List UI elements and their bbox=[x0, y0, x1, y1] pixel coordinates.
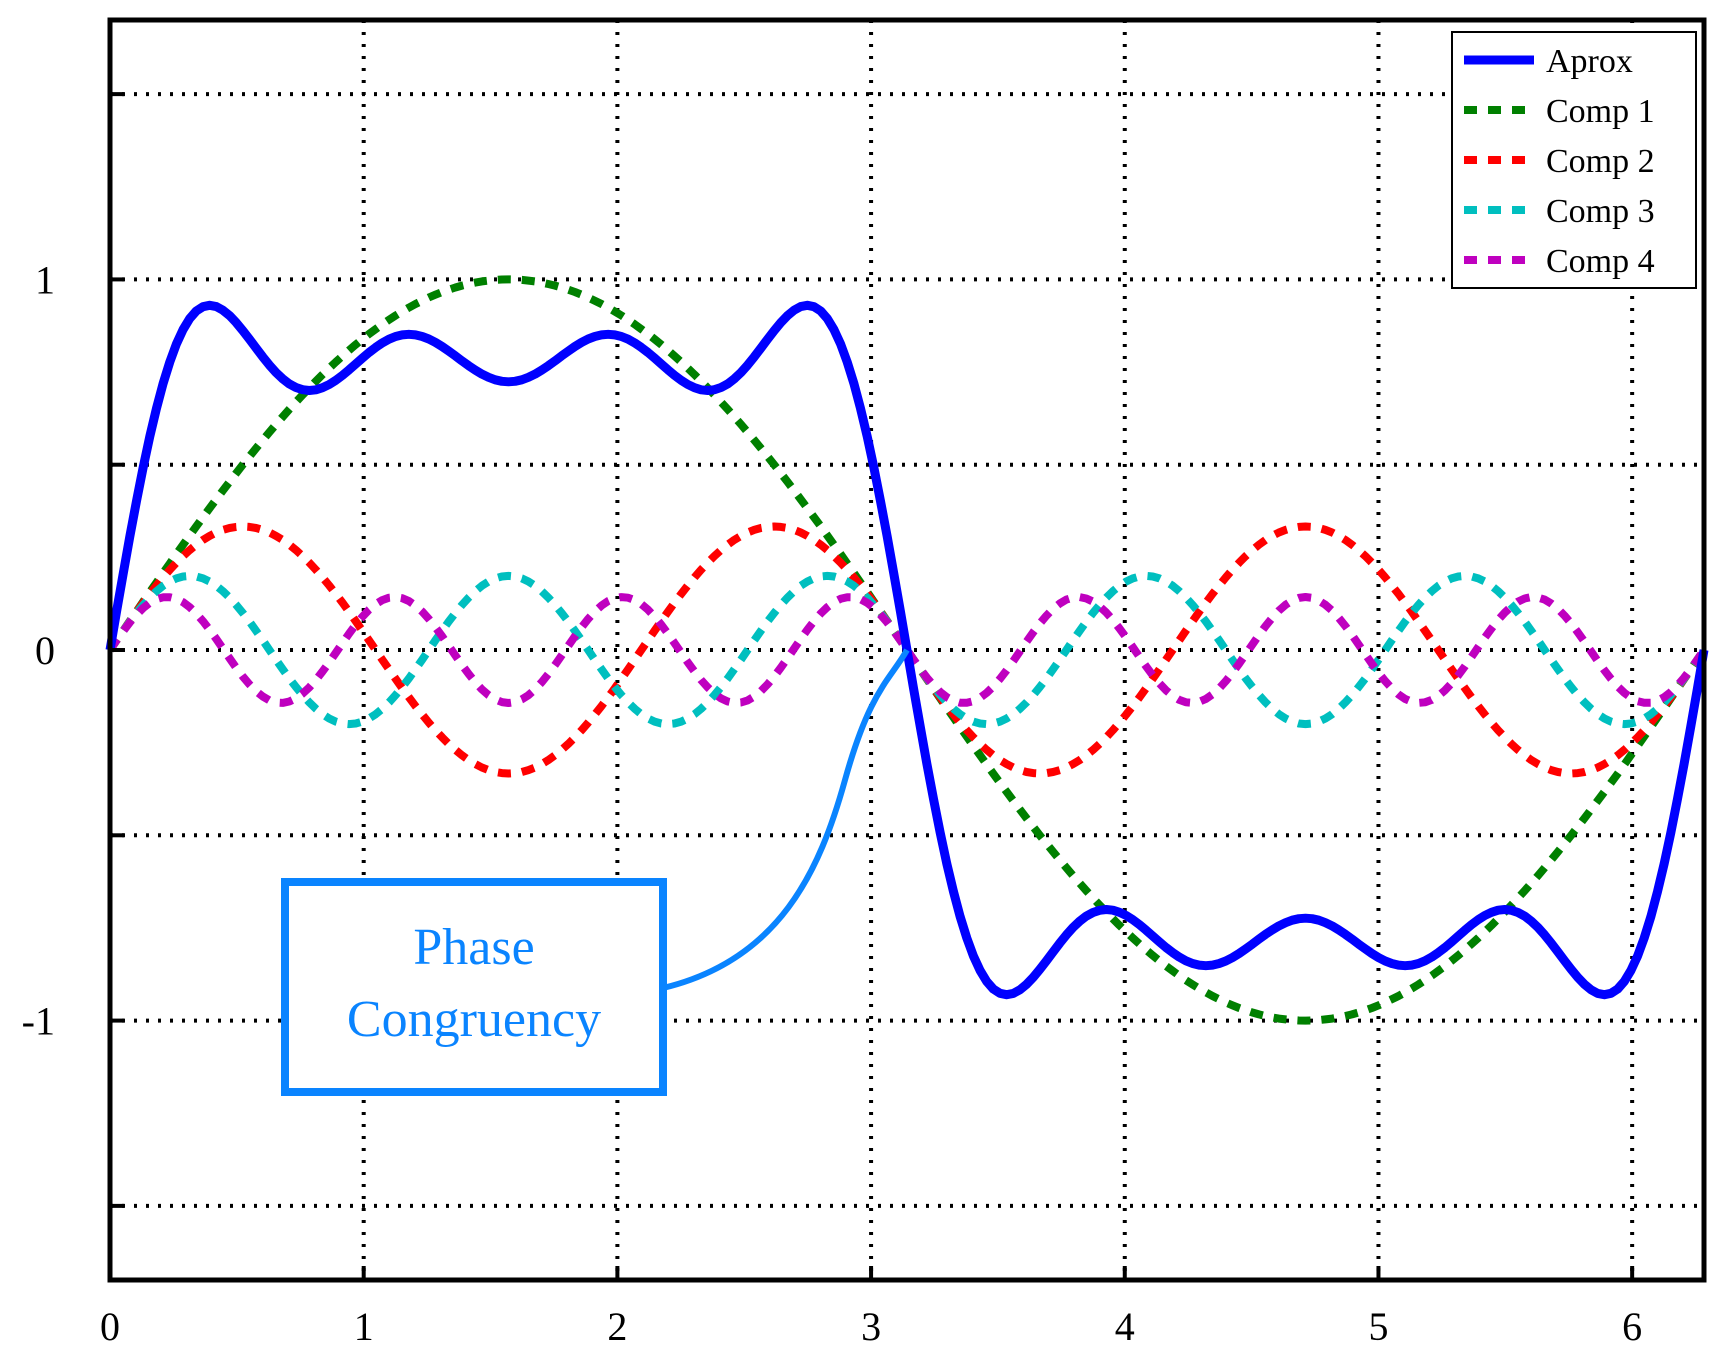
x-tick-label: 2 bbox=[607, 1304, 627, 1349]
annotation-text: Congruency bbox=[347, 991, 601, 1048]
legend-label: Comp 1 bbox=[1546, 93, 1655, 130]
x-tick-label: 3 bbox=[861, 1304, 881, 1349]
x-tick-label: 6 bbox=[1622, 1304, 1642, 1349]
legend-label: Comp 4 bbox=[1546, 243, 1655, 280]
legend-label: Comp 2 bbox=[1546, 143, 1655, 180]
x-tick-label: 4 bbox=[1115, 1304, 1135, 1349]
series-line-comp-3 bbox=[106, 571, 1708, 729]
legend-label: Aprox bbox=[1546, 43, 1633, 80]
annotation-text: Phase bbox=[413, 919, 534, 976]
x-tick-label: 0 bbox=[100, 1304, 120, 1349]
x-tick-label: 1 bbox=[354, 1304, 374, 1349]
y-tick-label: -1 bbox=[22, 999, 55, 1044]
tick-labels: 0 1 2 3 4 5 6 -1 0 1 bbox=[22, 92, 1642, 1349]
annotation: Phase Congruency bbox=[281, 648, 910, 1096]
series-line-comp-2 bbox=[106, 522, 1708, 778]
annotation-box bbox=[281, 878, 667, 1096]
legend-label: Comp 3 bbox=[1546, 193, 1655, 230]
annotation-connector bbox=[662, 648, 910, 991]
legend: Aprox Comp 1 Comp 2 Comp 3 Comp 4 bbox=[1451, 31, 1697, 289]
x-tick-label: 5 bbox=[1368, 1304, 1388, 1349]
y-tick-label: 0 bbox=[35, 628, 55, 673]
series-line-comp-1 bbox=[106, 275, 1708, 1025]
y-tick-label: 1 bbox=[35, 257, 55, 302]
